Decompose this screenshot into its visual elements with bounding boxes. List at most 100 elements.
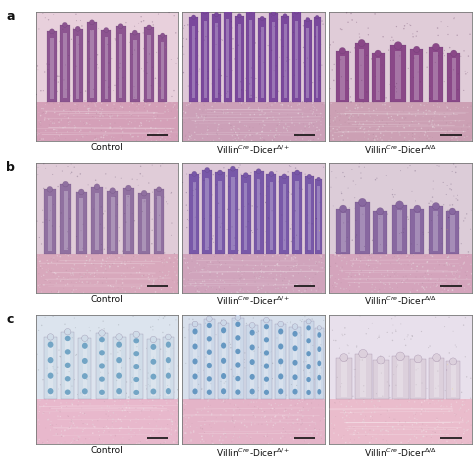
Point	[128, 382, 136, 389]
Point	[140, 17, 147, 25]
Point	[140, 405, 147, 413]
Point	[451, 341, 459, 349]
Point	[86, 105, 93, 112]
Point	[280, 197, 288, 204]
Point	[137, 170, 144, 178]
Point	[112, 277, 120, 285]
Point	[278, 103, 286, 111]
Bar	[36, 254, 178, 293]
Point	[241, 437, 249, 445]
Point	[283, 269, 290, 277]
Point	[284, 111, 292, 119]
Point	[271, 22, 278, 30]
Point	[197, 422, 205, 429]
Bar	[95, 193, 99, 250]
Point	[463, 426, 471, 434]
Point	[106, 112, 114, 120]
Point	[302, 390, 310, 397]
Point	[318, 114, 325, 122]
Point	[354, 400, 361, 408]
Bar	[261, 27, 264, 98]
Point	[273, 260, 281, 268]
Point	[373, 390, 380, 397]
Point	[424, 99, 431, 107]
Point	[277, 400, 285, 408]
Point	[252, 94, 260, 101]
Point	[245, 32, 252, 40]
Point	[377, 129, 384, 137]
Point	[216, 343, 224, 351]
Bar	[48, 343, 53, 396]
Point	[210, 232, 217, 240]
Point	[255, 344, 262, 351]
Point	[250, 346, 258, 354]
Point	[448, 110, 456, 118]
Point	[311, 112, 319, 119]
Ellipse shape	[264, 324, 269, 329]
Point	[297, 408, 305, 416]
Point	[292, 401, 299, 409]
Point	[162, 43, 169, 51]
Point	[256, 29, 264, 37]
Point	[356, 241, 364, 249]
Point	[345, 128, 352, 136]
Point	[47, 422, 55, 429]
Point	[239, 288, 247, 295]
Bar	[204, 319, 215, 399]
Point	[212, 414, 220, 422]
Point	[153, 49, 161, 56]
Point	[88, 227, 96, 234]
Point	[440, 113, 448, 120]
Point	[180, 414, 187, 421]
Point	[149, 116, 156, 124]
Point	[242, 395, 250, 403]
Point	[155, 237, 162, 245]
Point	[454, 191, 461, 199]
Point	[431, 267, 438, 274]
Point	[238, 257, 246, 264]
Point	[309, 79, 317, 87]
Point	[231, 408, 239, 416]
Point	[365, 263, 373, 270]
Ellipse shape	[166, 357, 171, 363]
Point	[96, 435, 103, 443]
Point	[96, 415, 104, 422]
Bar	[414, 55, 419, 99]
Point	[194, 390, 202, 397]
Point	[204, 132, 211, 140]
Point	[109, 419, 116, 426]
Bar	[410, 359, 426, 399]
Point	[337, 132, 345, 139]
Point	[118, 407, 126, 415]
Point	[215, 135, 223, 142]
Bar	[202, 170, 212, 254]
Point	[96, 388, 104, 396]
Point	[219, 270, 226, 278]
Point	[100, 439, 108, 447]
Point	[246, 123, 254, 131]
Point	[451, 410, 458, 417]
Point	[137, 18, 145, 25]
Point	[153, 103, 161, 110]
Bar	[107, 190, 118, 254]
Bar	[119, 34, 122, 99]
Point	[313, 118, 320, 126]
Point	[45, 416, 52, 423]
Point	[158, 87, 166, 95]
Point	[346, 287, 353, 295]
Point	[230, 275, 238, 283]
Bar	[378, 364, 383, 397]
Point	[294, 415, 301, 423]
Point	[444, 254, 451, 261]
Point	[69, 269, 76, 277]
Point	[242, 131, 250, 139]
Point	[108, 133, 116, 141]
Point	[148, 215, 156, 223]
Point	[454, 86, 462, 94]
Point	[319, 20, 327, 28]
Point	[346, 425, 354, 432]
Point	[218, 261, 225, 268]
Point	[280, 281, 287, 288]
Point	[83, 257, 91, 265]
Point	[374, 423, 382, 430]
